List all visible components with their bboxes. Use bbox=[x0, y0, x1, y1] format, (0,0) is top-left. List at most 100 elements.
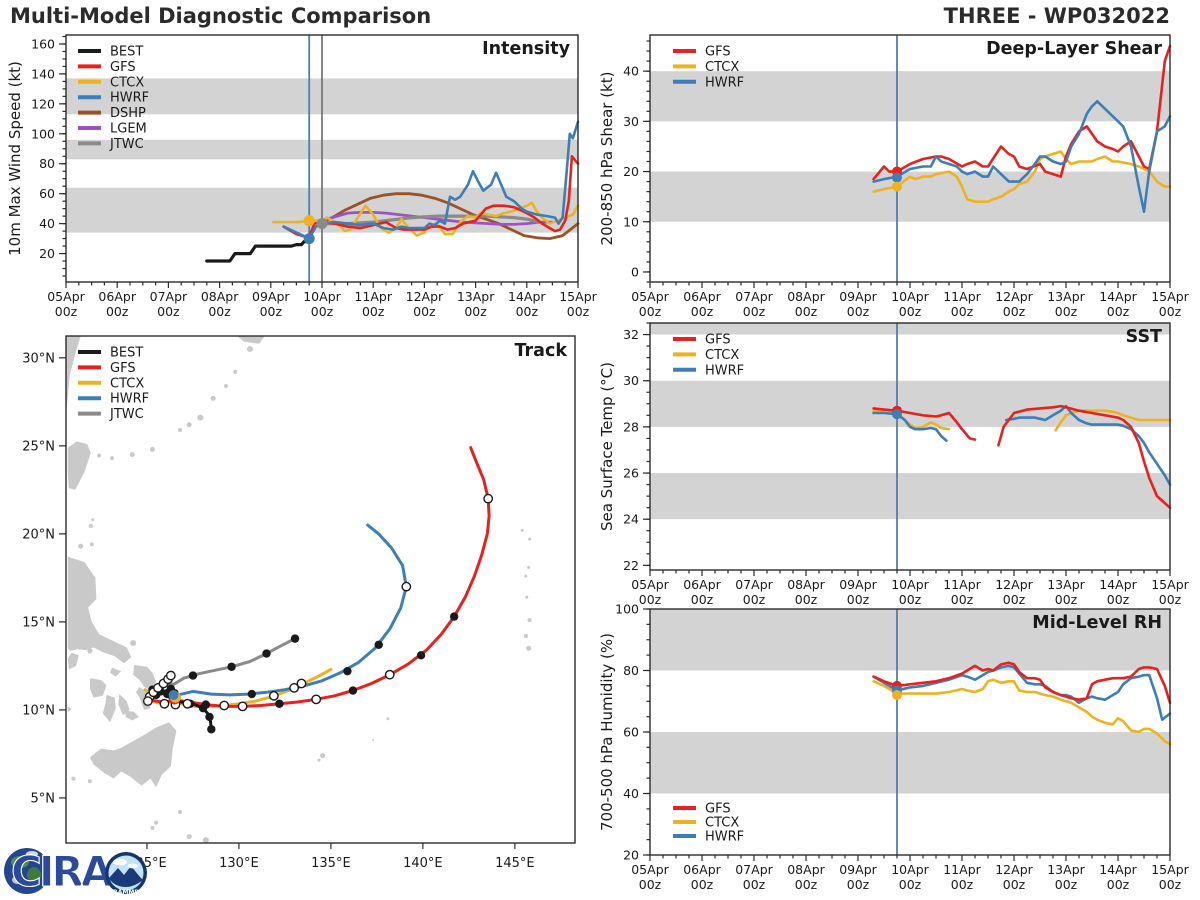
rh-shaded-band bbox=[650, 609, 1170, 671]
x-tick-label-day: 05Apr bbox=[631, 862, 669, 877]
track-fix-dot bbox=[198, 703, 208, 713]
land-polygon bbox=[67, 441, 91, 490]
islet bbox=[202, 837, 209, 843]
intensity-hwrf-init-marker bbox=[303, 233, 315, 245]
cluster-open-circle bbox=[182, 698, 193, 709]
y-tick-label: 10 bbox=[623, 214, 639, 229]
track-fix-open-circle bbox=[219, 700, 230, 711]
x-tick-label-hour: 00z bbox=[1055, 592, 1078, 607]
track-fix-open-circle bbox=[384, 669, 395, 680]
x-tick-label-day: 08Apr bbox=[787, 577, 825, 592]
y-tick-label: 20 bbox=[39, 246, 55, 261]
x-tick-label-hour: 00z bbox=[899, 592, 922, 607]
islet bbox=[317, 758, 321, 762]
x-tick-label-hour: 00z bbox=[1107, 304, 1130, 319]
x-tick-label-day: 14Apr bbox=[508, 289, 546, 304]
legend-label-jtwc: JTWC bbox=[109, 137, 144, 152]
x-tick-label-hour: 00z bbox=[1003, 592, 1026, 607]
legend-label-ctcx: CTCX bbox=[705, 816, 739, 831]
lon-tick-label: 135°E bbox=[311, 856, 351, 871]
x-tick-label-day: 13Apr bbox=[1047, 577, 1085, 592]
cluster-open-circle bbox=[165, 670, 176, 681]
x-tick-label-hour: 00z bbox=[260, 304, 283, 319]
x-tick-label-hour: 00z bbox=[743, 304, 766, 319]
x-tick-label-hour: 00z bbox=[1159, 592, 1182, 607]
y-tick-label: 100 bbox=[31, 126, 55, 141]
islet bbox=[372, 738, 375, 741]
islet bbox=[386, 717, 390, 721]
rh-panel: 05Apr00z06Apr00z07Apr00z08Apr00z09Apr00z… bbox=[598, 602, 1190, 893]
islet bbox=[129, 452, 135, 458]
track-hwrf-line bbox=[173, 523, 408, 698]
track-fix-dot bbox=[348, 686, 358, 695]
x-tick-label-day: 06Apr bbox=[683, 577, 721, 592]
x-tick-label-hour: 00z bbox=[464, 304, 487, 319]
x-tick-label-hour: 00z bbox=[157, 304, 180, 319]
intensity-jtwc-init-marker bbox=[316, 218, 328, 230]
x-tick-label-day: 10Apr bbox=[891, 577, 929, 592]
track-fix-dot bbox=[227, 662, 236, 671]
sst-shaded-band bbox=[650, 323, 1170, 335]
x-tick-label-hour: 00z bbox=[1003, 304, 1026, 319]
legend-label-hwrf: HWRF bbox=[705, 75, 744, 90]
track-frame bbox=[65, 335, 576, 844]
lon-tick-label: 130°E bbox=[219, 856, 259, 871]
islet bbox=[523, 633, 528, 638]
islet bbox=[109, 456, 114, 461]
shear-panel: 05Apr00z06Apr00z07Apr00z08Apr00z09Apr00z… bbox=[598, 34, 1190, 319]
shear-panel-title: Deep-Layer Shear bbox=[986, 39, 1162, 59]
islet bbox=[246, 346, 253, 353]
islet bbox=[527, 618, 532, 623]
intensity-ctcx-init-marker bbox=[303, 215, 315, 227]
intensity-lgem-line bbox=[317, 210, 554, 226]
x-tick-label-day: 06Apr bbox=[683, 289, 721, 304]
sst-shaded-band bbox=[650, 473, 1170, 520]
shear-y-axis-title: 200-850 hPa Shear (kt) bbox=[598, 72, 616, 246]
x-tick-label-hour: 00z bbox=[899, 304, 922, 319]
shear-shaded-band bbox=[650, 171, 1170, 222]
y-tick-label: 140 bbox=[31, 66, 55, 81]
islet bbox=[210, 395, 216, 401]
legend-label-dshp: DSHP bbox=[110, 106, 146, 121]
land-polygon bbox=[89, 722, 177, 788]
x-tick-label-hour: 00z bbox=[951, 877, 974, 892]
x-tick-label-day: 09Apr bbox=[839, 862, 877, 877]
y-tick-label: 30 bbox=[623, 114, 639, 129]
sst-panel-title: SST bbox=[1126, 327, 1162, 347]
legend-label-best: BEST bbox=[110, 346, 143, 361]
storm-id-title: THREE - WP032022 bbox=[943, 4, 1170, 28]
current-position-hwrf bbox=[168, 689, 179, 700]
x-tick-label-day: 14Apr bbox=[1099, 862, 1137, 877]
land-polygon bbox=[67, 652, 79, 670]
x-tick-label-day: 07Apr bbox=[735, 577, 773, 592]
map-content bbox=[66, 336, 532, 843]
lon-tick-label: 140°E bbox=[403, 856, 443, 871]
islet bbox=[320, 753, 326, 759]
x-tick-label-hour: 00z bbox=[1055, 877, 1078, 892]
x-tick-label-day: 07Apr bbox=[735, 289, 773, 304]
y-tick-label: 120 bbox=[31, 96, 55, 111]
track-gfs-line bbox=[145, 446, 491, 708]
track-fix-dot bbox=[207, 725, 216, 734]
islet bbox=[528, 537, 532, 541]
cluster-open-circle bbox=[159, 698, 170, 709]
lat-tick-label: 20°N bbox=[22, 527, 55, 542]
x-tick-label-day: 12Apr bbox=[995, 289, 1033, 304]
x-tick-label-hour: 00z bbox=[516, 304, 539, 319]
x-tick-label-hour: 00z bbox=[951, 304, 974, 319]
y-tick-label: 20 bbox=[623, 164, 639, 179]
track-fix-dot bbox=[343, 666, 352, 676]
legend-label-lgem: LGEM bbox=[110, 122, 147, 137]
y-tick-label: 24 bbox=[623, 512, 639, 527]
land-polygon bbox=[118, 694, 130, 716]
x-tick-label-hour: 00z bbox=[567, 304, 590, 319]
x-tick-label-day: 09Apr bbox=[839, 289, 877, 304]
x-tick-label-hour: 00z bbox=[413, 304, 436, 319]
rammb-badge-icon: RAMMB bbox=[105, 852, 147, 896]
land-polygon bbox=[110, 667, 122, 677]
x-tick-label-hour: 00z bbox=[951, 592, 974, 607]
land-polygon bbox=[133, 665, 157, 691]
legend-label-ctcx: CTCX bbox=[110, 376, 144, 391]
x-tick-label-day: 11Apr bbox=[354, 289, 392, 304]
x-tick-label-hour: 00z bbox=[639, 304, 662, 319]
